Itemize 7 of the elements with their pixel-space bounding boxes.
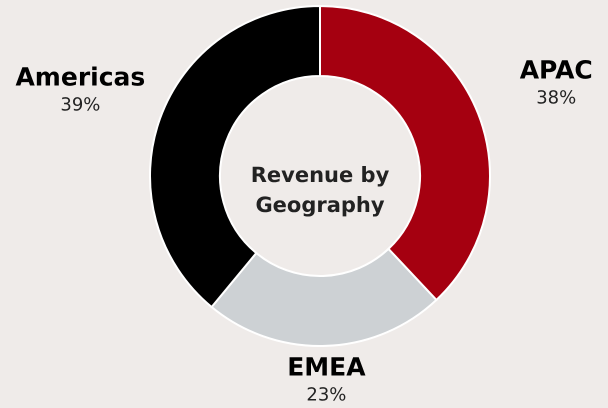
slice-label: Americas (15, 62, 146, 92)
text: Revenue by Geography (250, 163, 390, 217)
slice-label: EMEA (287, 352, 366, 382)
data-label: 38% (536, 87, 576, 108)
data-label: 23% (306, 384, 346, 406)
data-label: 39% (60, 94, 100, 116)
slice-label: APAC (520, 55, 593, 84)
